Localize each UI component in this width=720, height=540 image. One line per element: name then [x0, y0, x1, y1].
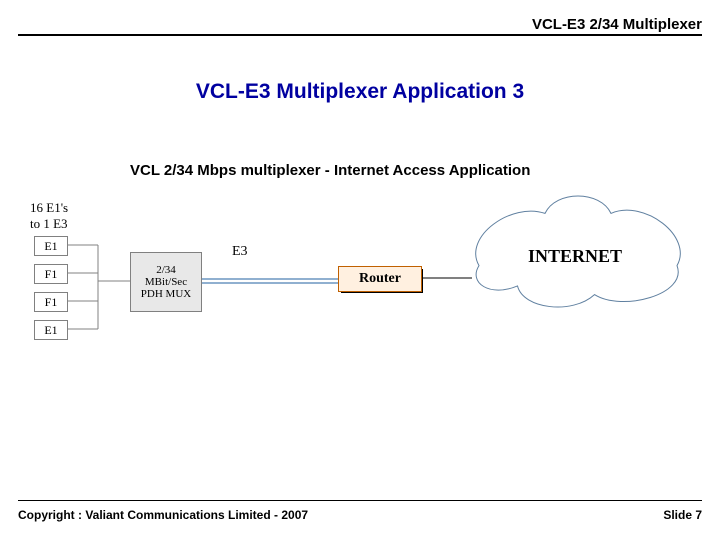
- footer-rule: [18, 500, 702, 501]
- tributary-box-2: F1: [34, 292, 68, 312]
- tributary-box-1: F1: [34, 264, 68, 284]
- tributary-box-3: E1: [34, 320, 68, 340]
- e1-group-label: 16 E1's to 1 E3: [30, 200, 68, 232]
- pdh-mux-box: 2/34 MBit/Sec PDH MUX: [130, 252, 202, 312]
- slide-number: Slide 7: [663, 508, 702, 522]
- router-box: Router: [338, 266, 422, 292]
- e3-link-label: E3: [232, 244, 248, 260]
- tributary-box-0: E1: [34, 236, 68, 256]
- slide: VCL-E3 2/34 Multiplexer VCL-E3 Multiplex…: [0, 0, 720, 540]
- copyright-text: Copyright : Valiant Communications Limit…: [18, 508, 308, 522]
- internet-label: INTERNET: [528, 246, 622, 267]
